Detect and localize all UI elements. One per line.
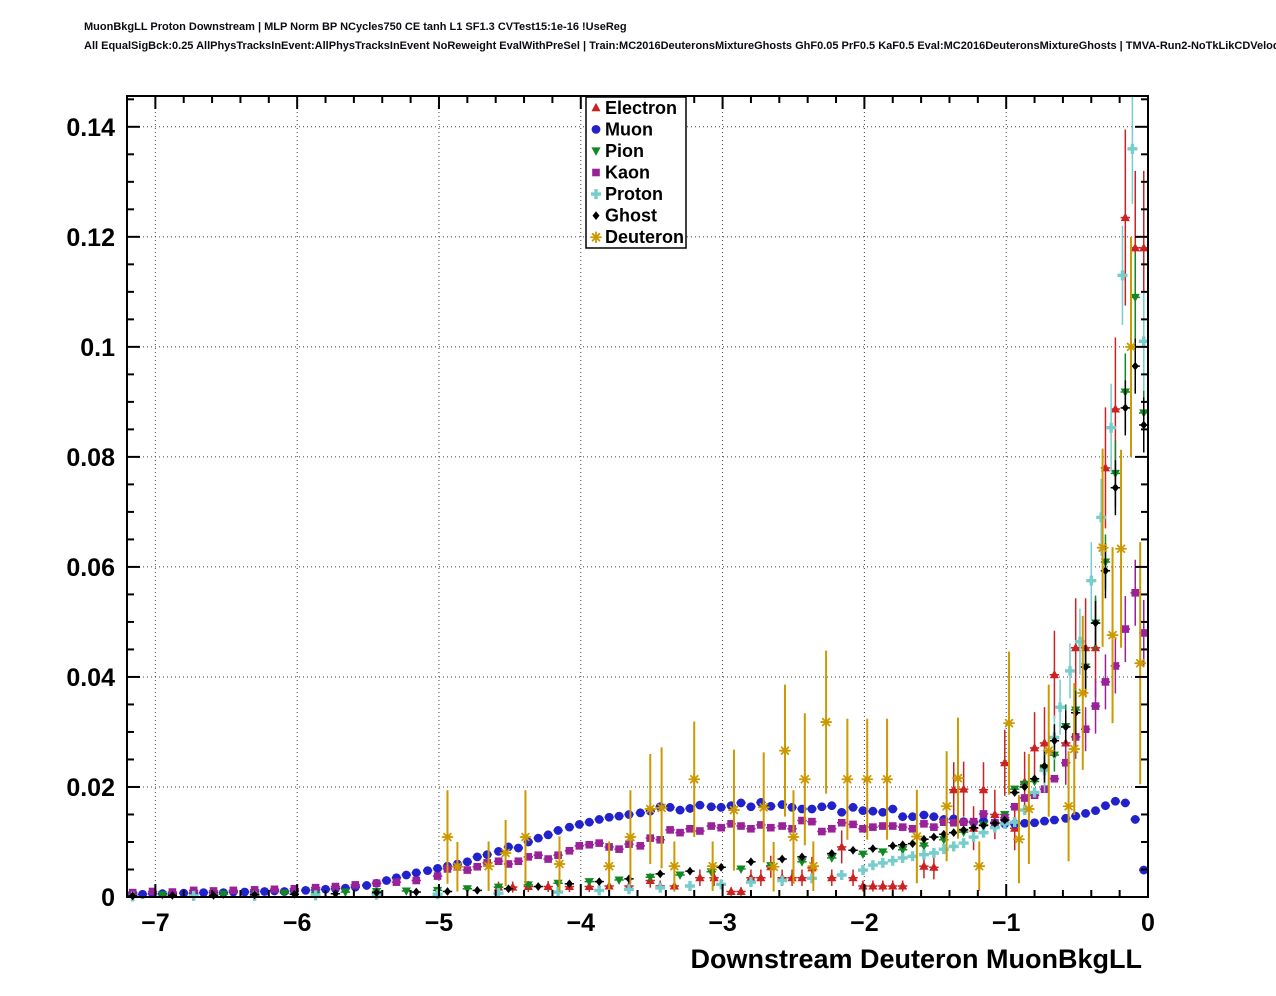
legend-label-proton: Proton xyxy=(605,184,663,204)
svg-text:0: 0 xyxy=(1141,909,1155,937)
legend-label-kaon: Kaon xyxy=(605,163,650,183)
svg-text:−6: −6 xyxy=(283,909,312,937)
plot-title-line2: All EqualSigBck:0.25 AllPhysTracksInEven… xyxy=(84,40,1276,52)
svg-text:−3: −3 xyxy=(708,909,737,937)
legend-box xyxy=(585,96,687,249)
legend-label-pion: Pion xyxy=(605,141,644,161)
legend-label-muon: Muon xyxy=(605,119,653,139)
x-axis-title: Downstream Deuteron MuonBkgLL xyxy=(690,944,1142,974)
svg-text:−1: −1 xyxy=(992,909,1021,937)
svg-text:0.08: 0.08 xyxy=(66,444,115,472)
legend-label-ghost: Ghost xyxy=(605,206,657,226)
svg-text:0.12: 0.12 xyxy=(66,224,115,252)
svg-text:−7: −7 xyxy=(141,909,170,937)
svg-text:0: 0 xyxy=(101,884,115,912)
svg-text:0.02: 0.02 xyxy=(66,774,115,802)
series-deuteron xyxy=(441,236,1147,892)
plot-title-line1: MuonBkgLL Proton Downstream | MLP Norm B… xyxy=(84,21,627,33)
svg-text:0.06: 0.06 xyxy=(66,554,115,582)
svg-text:−2: −2 xyxy=(850,909,879,937)
svg-text:0.14: 0.14 xyxy=(66,114,115,142)
svg-text:−4: −4 xyxy=(567,909,596,937)
svg-text:0.1: 0.1 xyxy=(80,334,115,362)
grid-lines xyxy=(127,96,1148,897)
legend-label-electron: Electron xyxy=(605,98,677,118)
axis-tick-labels: −7 −6 −5 −4 −3 −2 −1 0 0 0.02 0.04 0.06 0.08 0.1 0.12 0… xyxy=(66,114,1155,937)
svg-text:−5: −5 xyxy=(425,909,454,937)
svg-text:0.04: 0.04 xyxy=(66,664,115,692)
legend-label-deuteron: Deuteron xyxy=(605,227,684,247)
axis-ticks xyxy=(126,96,1149,898)
